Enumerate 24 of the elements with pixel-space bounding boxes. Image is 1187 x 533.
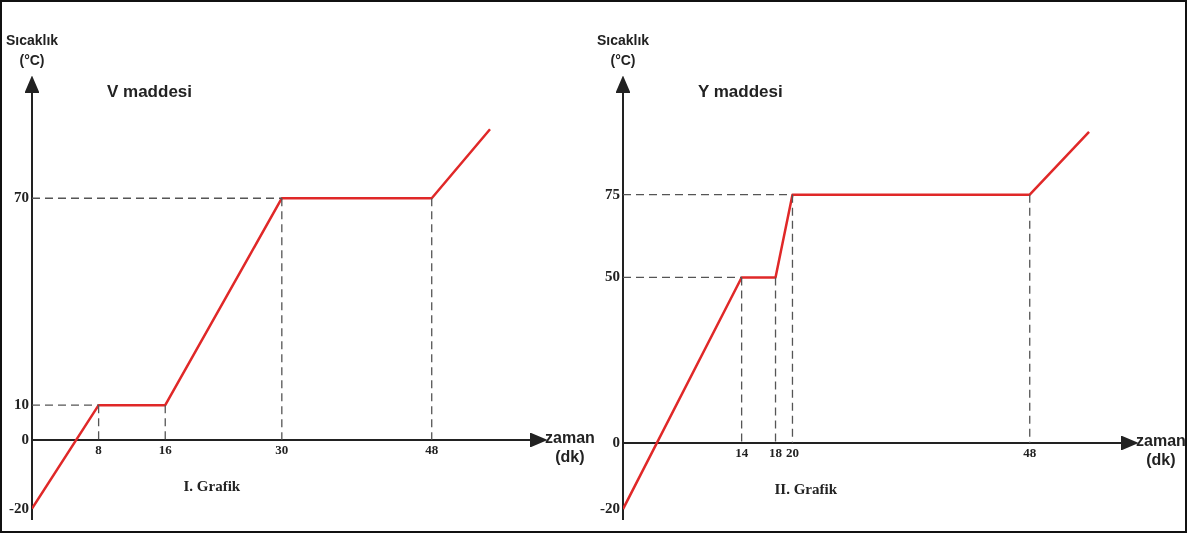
x-tick-label: 30 [275, 441, 289, 457]
y-axis-title: Sıcaklık (°C) [4, 31, 60, 70]
x-axis-title: zaman (dk) [1136, 430, 1186, 469]
annotation: I. Grafik [183, 477, 241, 495]
x-tick-label: 8 [95, 441, 103, 457]
y-tick-label: 75 [605, 185, 620, 202]
x-tick-label: 14 [735, 445, 749, 461]
x-tick-label: 48 [425, 441, 439, 457]
y-tick-label: 10 [14, 396, 29, 413]
chart-title: Y maddesi [697, 82, 783, 102]
x-axis-title: zaman (dk) [545, 427, 595, 466]
y-tick-label: -20 [9, 499, 29, 516]
annotation: II. Grafik [774, 480, 837, 498]
y-tick-label: 0 [21, 430, 29, 447]
y-tick-label: 50 [605, 268, 620, 285]
y-tick-label: -20 [600, 499, 620, 516]
x-tick-label: 48 [1023, 445, 1037, 461]
x-tick-label: 20 [785, 445, 799, 461]
chart-title: V maddesi [106, 82, 193, 102]
y-axis-title: Sıcaklık (°C) [595, 31, 651, 70]
x-tick-label: 16 [158, 441, 173, 457]
x-tick-label: 18 [769, 445, 783, 461]
y-tick-label: 70 [14, 189, 29, 206]
y-tick-label: 0 [612, 433, 620, 450]
